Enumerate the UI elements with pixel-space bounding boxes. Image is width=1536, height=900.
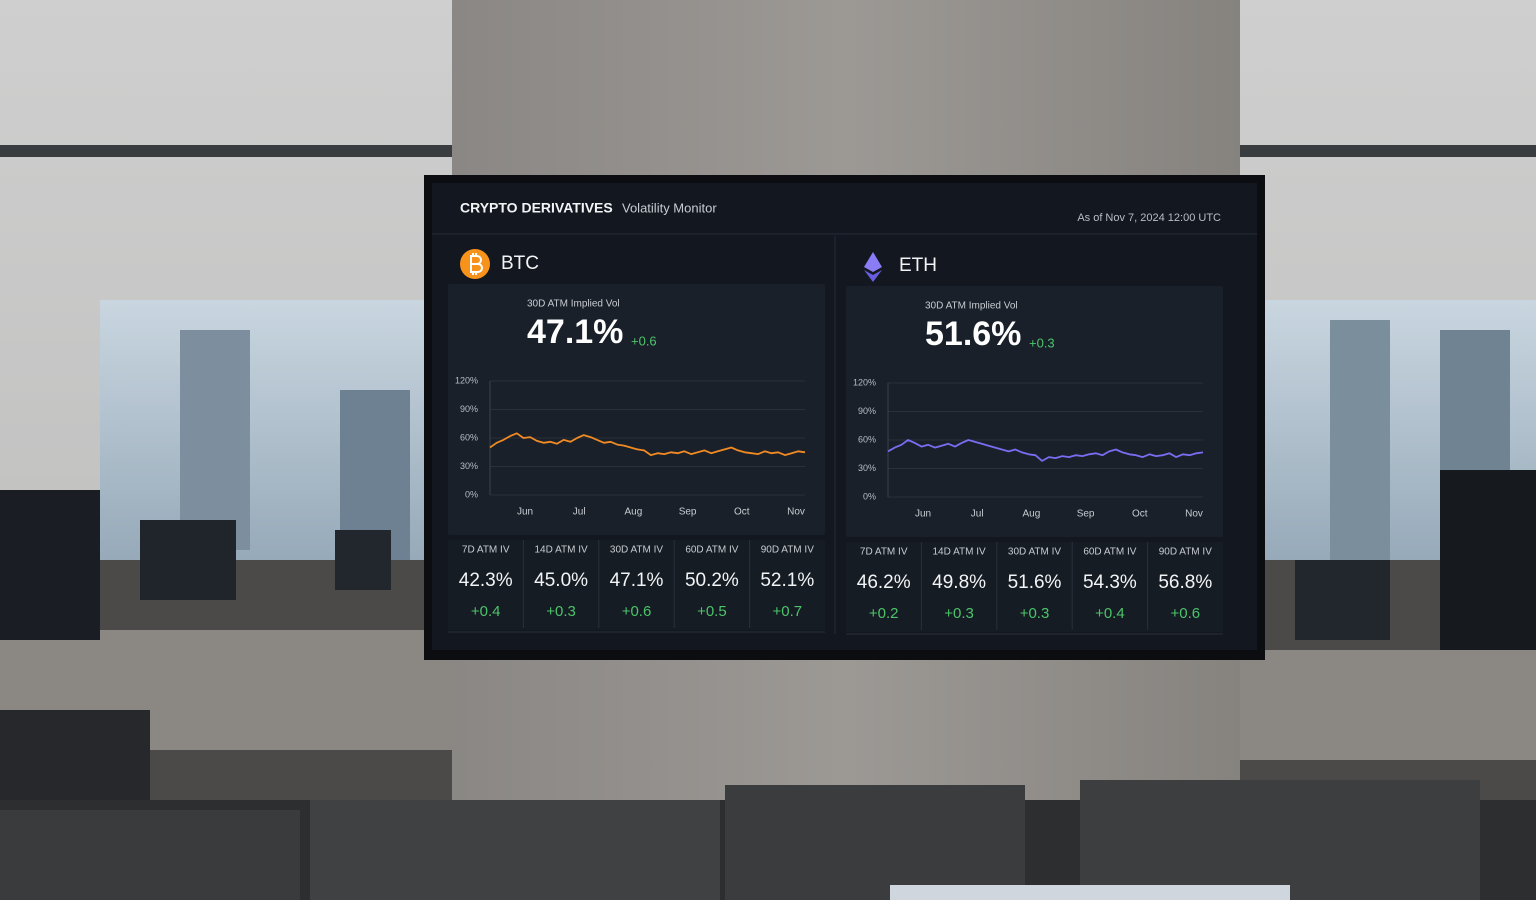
x-tick-label: Jun [915,509,931,520]
tenor-change: +0.4 [471,603,501,620]
tenor-label: 60D ATM IV [685,545,738,556]
tenor-change: +0.6 [1170,605,1200,622]
tenor-card [448,540,524,630]
tenor-label: 7D ATM IV [462,545,510,556]
x-tick-label: Sep [1077,509,1095,520]
tenor-label: 14D ATM IV [933,547,986,558]
x-tick-label: Oct [734,507,750,518]
tenor-card [1147,542,1223,632]
tenor-change: +0.6 [622,603,652,620]
x-tick-label: Sep [679,507,697,518]
tenor-label: 90D ATM IV [761,545,814,556]
asset-panel: ETH 30D ATM Implied Vol 51.6% +0.3 0% 30% 60% 9… [846,252,1223,635]
asset-name: BTC [501,253,539,274]
tenor-value: 42.3% [459,570,513,591]
y-tick-label: 30% [858,463,876,473]
tenor-value: 45.0% [534,570,588,591]
tenor-change: +0.2 [869,605,899,622]
tenor-label: 14D ATM IV [535,545,588,556]
y-tick-label: 90% [858,406,876,416]
tenor-label: 7D ATM IV [860,547,908,558]
metric-value: 51.6% [925,315,1021,353]
tenor-change: +0.3 [546,603,576,620]
asset-icon-glyph [470,253,483,275]
tenor-card [598,540,675,630]
asset-icon [864,252,882,272]
y-tick-label: 120% [853,377,876,387]
dashboard-title: CRYPTO DERIVATIVES [460,200,613,216]
y-tick-label: 60% [460,432,478,442]
tenor-label: 90D ATM IV [1159,547,1212,558]
tenor-change: +0.5 [697,603,727,620]
tenor-card [523,540,599,630]
dashboard-subtitle: Volatility Monitor [622,200,717,215]
y-tick-label: 0% [863,491,876,501]
tenor-change: +0.7 [772,603,802,620]
x-tick-label: Aug [1023,509,1041,520]
metric-change: +0.3 [1029,335,1055,350]
tenor-change: +0.3 [1020,605,1050,622]
x-tick-label: Aug [625,507,643,518]
tenor-value: 51.6% [1008,572,1062,593]
tenor-card [996,542,1073,632]
metric-change: +0.6 [631,333,657,348]
x-tick-label: Jul [573,507,586,518]
tenor-value: 50.2% [685,570,739,591]
tenor-value: 54.3% [1083,572,1137,593]
timestamp: As of Nov 7, 2024 12:00 UTC [1077,212,1221,224]
tenor-card [674,540,750,630]
x-tick-label: Oct [1132,509,1148,520]
y-tick-label: 90% [460,404,478,414]
tenor-value: 47.1% [610,570,664,591]
asset-panel: BTC 30D ATM Implied Vol 47.1% +0.6 0% 30% 60% 9… [448,249,825,633]
metric-value: 47.1% [527,313,623,351]
asset-icon-lower [864,270,882,282]
tenor-value: 56.8% [1158,572,1212,593]
asset-name: ETH [899,255,937,276]
metric-label: 30D ATM Implied Vol [527,299,620,310]
vol-line [489,432,806,456]
tenor-label: 60D ATM IV [1083,547,1136,558]
tenor-value: 52.1% [760,570,814,591]
tenor-card [1072,542,1148,632]
y-tick-label: 60% [858,434,876,444]
vol-line [887,439,1204,462]
tenor-label: 30D ATM IV [1008,547,1061,558]
x-tick-label: Nov [1185,509,1203,520]
y-tick-label: 30% [460,461,478,471]
tenor-card [921,542,997,632]
x-tick-label: Jun [517,507,533,518]
tenor-card [749,540,825,630]
y-tick-label: 120% [455,375,478,385]
x-tick-label: Nov [787,507,805,518]
tenor-value: 49.8% [932,572,986,593]
y-tick-label: 0% [465,489,478,499]
x-tick-label: Jul [971,509,984,520]
tenor-change: +0.4 [1095,605,1125,622]
tenor-change: +0.3 [944,605,974,622]
metric-label: 30D ATM Implied Vol [925,301,1018,312]
tenor-card [846,542,922,632]
tenor-value: 46.2% [857,572,911,593]
tenor-label: 30D ATM IV [610,545,663,556]
